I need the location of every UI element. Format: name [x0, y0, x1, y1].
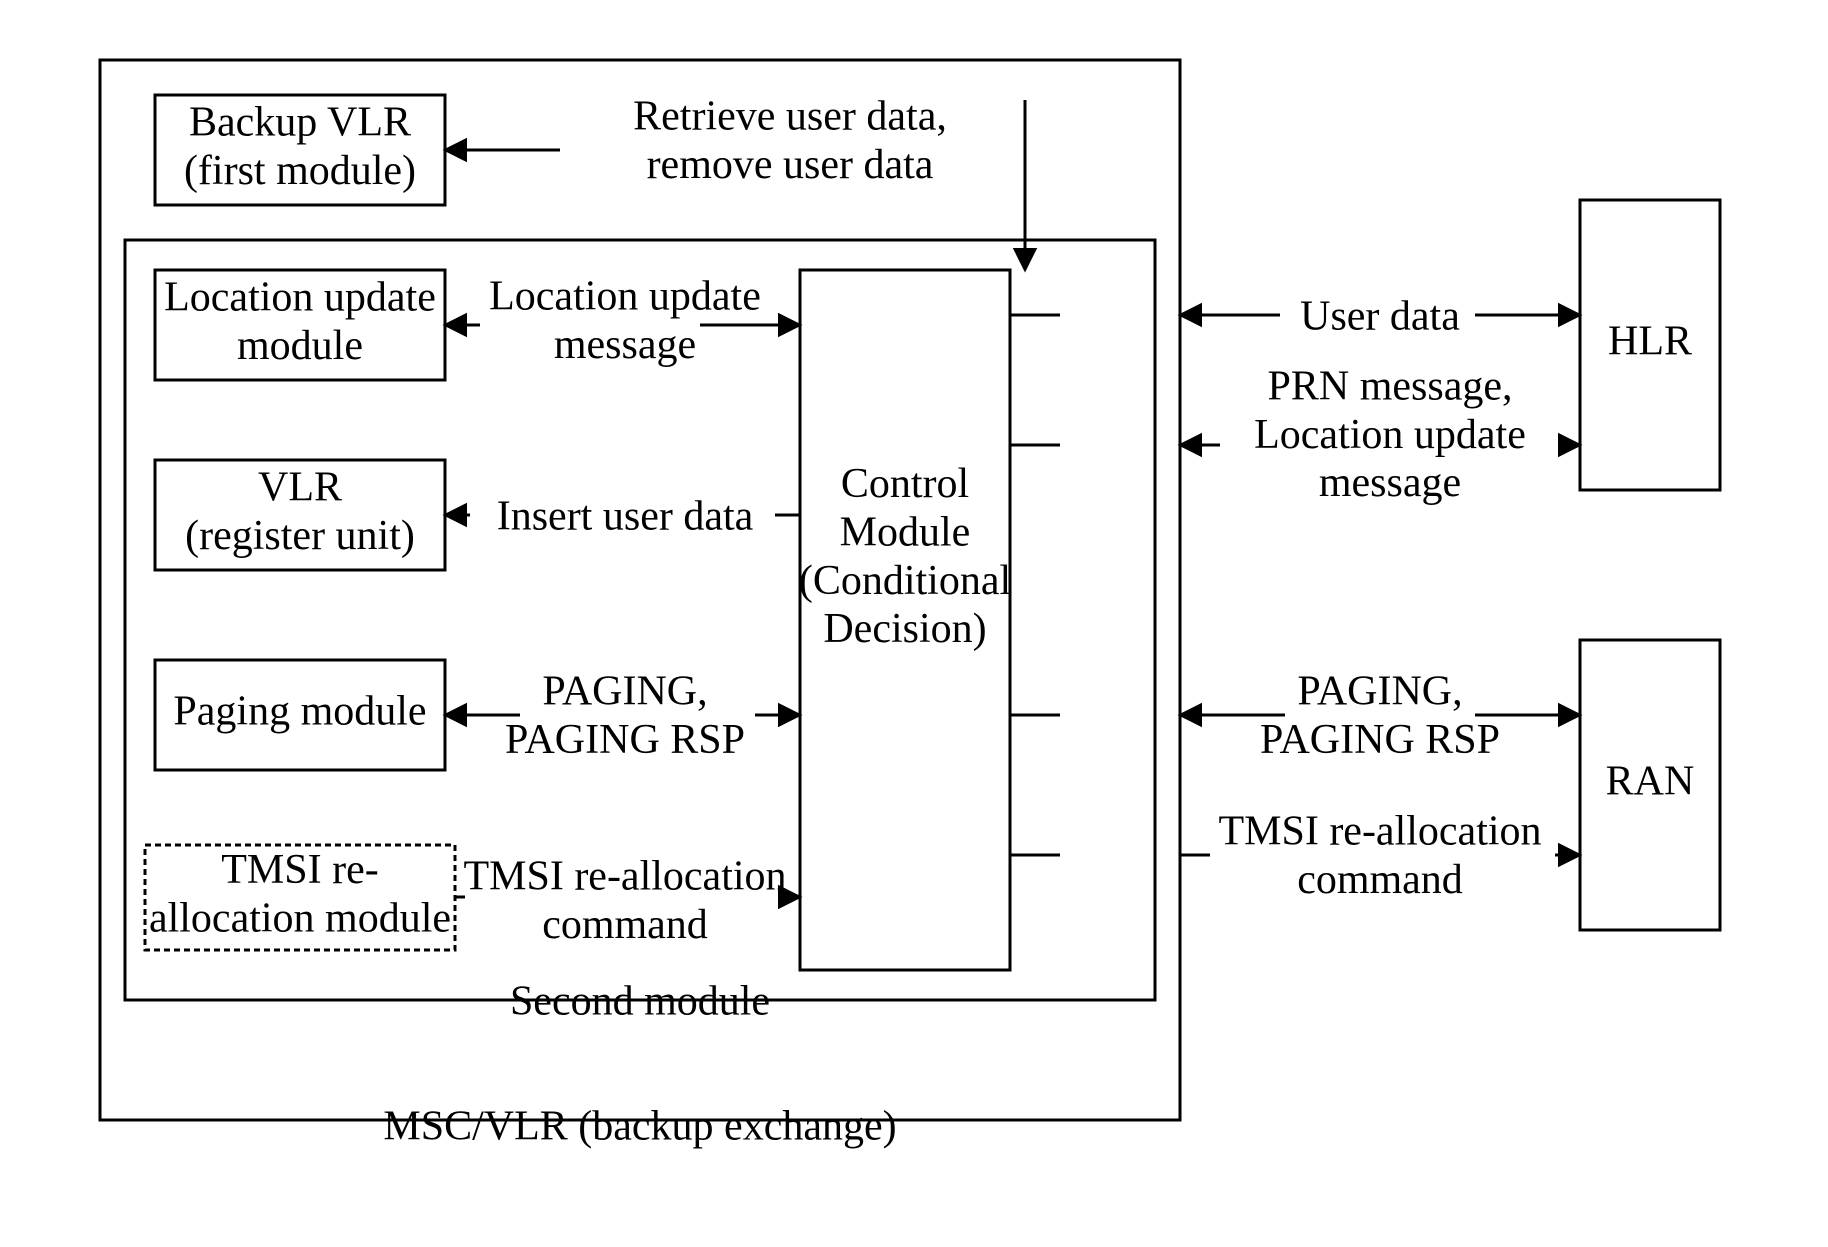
box-outer: [100, 60, 1180, 1120]
box-vlr: VLR(register unit): [155, 460, 445, 570]
label-prn-line-1: Location update: [1254, 412, 1526, 458]
box-control: ControlModule(ConditionalDecision): [799, 270, 1011, 970]
label-tmsi_right: TMSI re-allocationcommand: [1218, 809, 1541, 903]
label-loc_msg-line-1: message: [554, 322, 696, 368]
label-retrieve-line-1: remove user data: [647, 142, 934, 188]
box-control-label-1: Module: [840, 509, 971, 555]
label-second_lbl-line-0: Second module: [510, 979, 770, 1025]
box-backup_vlr-label-1: (first module): [184, 148, 416, 194]
label-outer_lbl-line-0: MSC/VLR (backup exchange): [383, 1104, 896, 1150]
label-second_lbl: Second module: [510, 979, 770, 1025]
label-prn: PRN message,Location updatemessage: [1254, 364, 1526, 507]
box-control-label-0: Control: [841, 461, 969, 507]
box-control-label-2: (Conditional: [799, 558, 1011, 604]
label-paging_left-line-1: PAGING RSP: [505, 717, 745, 763]
box-vlr-label-0: VLR: [258, 464, 342, 510]
box-tmsi-label-1: allocation module: [149, 895, 451, 941]
label-outer_lbl: MSC/VLR (backup exchange): [383, 1104, 896, 1150]
label-tmsi_right-line-1: command: [1297, 857, 1463, 903]
label-paging_left-line-0: PAGING,: [542, 669, 707, 715]
label-tmsi_left-line-0: TMSI re-allocation: [463, 854, 786, 900]
label-insert: Insert user data: [497, 494, 754, 540]
label-prn-line-0: PRN message,: [1268, 364, 1513, 410]
box-vlr-label-1: (register unit): [185, 513, 415, 559]
label-paging_right: PAGING,PAGING RSP: [1260, 669, 1500, 763]
box-control-label-3: Decision): [823, 606, 986, 652]
label-tmsi_left: TMSI re-allocationcommand: [463, 854, 786, 948]
box-paging-label-0: Paging module: [173, 689, 426, 735]
label-tmsi_right-line-0: TMSI re-allocation: [1218, 809, 1541, 855]
box-ran: RAN: [1580, 640, 1720, 930]
label-paging_right-line-0: PAGING,: [1297, 669, 1462, 715]
box-ran-label-0: RAN: [1606, 759, 1695, 805]
label-prn-line-2: message: [1319, 460, 1461, 506]
box-tmsi-label-0: TMSI re-: [221, 847, 378, 893]
label-tmsi_left-line-1: command: [542, 902, 708, 948]
label-loc_msg: Location updatemessage: [489, 274, 761, 368]
box-backup_vlr: Backup VLR(first module): [155, 95, 445, 205]
diagram-canvas: Backup VLR(first module)Location updatem…: [0, 0, 1828, 1247]
box-hlr-label-0: HLR: [1608, 319, 1692, 365]
label-retrieve-line-0: Retrieve user data,: [633, 94, 947, 140]
label-paging_left: PAGING,PAGING RSP: [505, 669, 745, 763]
box-tmsi: TMSI re-allocation module: [145, 845, 455, 950]
box-backup_vlr-label-0: Backup VLR: [189, 99, 411, 145]
label-insert-line-0: Insert user data: [497, 494, 754, 540]
label-retrieve: Retrieve user data,remove user data: [633, 94, 947, 188]
label-user_data: User data: [1300, 294, 1460, 340]
box-paging: Paging module: [155, 660, 445, 770]
box-loc_upd-label-1: module: [237, 323, 363, 369]
box-loc_upd: Location updatemodule: [155, 270, 445, 380]
label-loc_msg-line-0: Location update: [489, 274, 761, 320]
label-paging_right-line-1: PAGING RSP: [1260, 717, 1500, 763]
box-loc_upd-label-0: Location update: [164, 274, 436, 320]
box-hlr: HLR: [1580, 200, 1720, 490]
label-user_data-line-0: User data: [1300, 294, 1460, 340]
